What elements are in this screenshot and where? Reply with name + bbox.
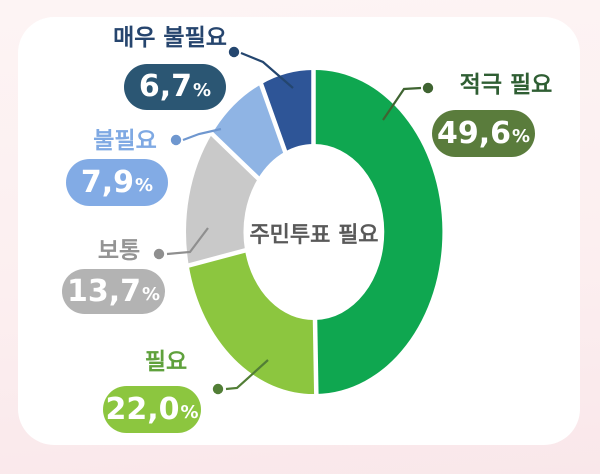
- donut-center-label: 주민투표 필요: [249, 223, 379, 248]
- segment-separator: [185, 247, 249, 269]
- percent-sign: %: [141, 284, 161, 305]
- label-connector-dot: [228, 46, 240, 58]
- segment-value: 7,9: [80, 164, 135, 200]
- percent-sign: %: [180, 402, 199, 423]
- percent-sign: %: [193, 79, 212, 101]
- label-connector-dot: [212, 383, 224, 395]
- segment-pill-necessary: 22,0%: [103, 386, 201, 433]
- label-connector-dot: [170, 134, 182, 146]
- segment-label-very-unnecessary: 매우 불필요: [113, 25, 227, 51]
- segment-value: 6,7: [138, 69, 193, 104]
- donut-segment-1: [188, 250, 317, 395]
- segment-pill-neutral: 13,7%: [62, 269, 165, 314]
- segment-label-necessary: 필요: [144, 349, 188, 375]
- label-connector-line: [382, 86, 422, 121]
- segment-pill-strongly-necessary: 49,6%: [432, 110, 535, 157]
- label-connector-line: [166, 227, 209, 256]
- segment-value: 22,0: [105, 391, 180, 427]
- segment-separator: [258, 80, 289, 156]
- percent-sign: %: [511, 126, 531, 147]
- segment-pill-very-unnecessary: 6,7%: [124, 64, 226, 110]
- label-connector-line: [240, 51, 294, 89]
- segment-label-strongly-necessary: 적극 필요: [459, 72, 553, 98]
- donut-segment-4: [261, 70, 314, 152]
- segment-value: 49,6: [436, 115, 511, 151]
- label-connector-dot: [153, 248, 165, 260]
- segment-label-unnecessary: 불필요: [93, 128, 157, 154]
- label-connector-dot: [422, 82, 434, 94]
- segment-label-neutral: 보통: [97, 238, 141, 264]
- segment-separator: [208, 130, 262, 183]
- segment-value: 13,7: [66, 273, 141, 309]
- donut-segment-3: [212, 84, 285, 179]
- label-connector-line: [225, 359, 269, 391]
- segment-pill-unnecessary: 7,9%: [66, 159, 168, 206]
- donut-segment-0: [313, 69, 443, 394]
- percent-sign: %: [135, 175, 154, 196]
- segment-separator: [312, 316, 319, 397]
- label-connector-line: [182, 127, 222, 142]
